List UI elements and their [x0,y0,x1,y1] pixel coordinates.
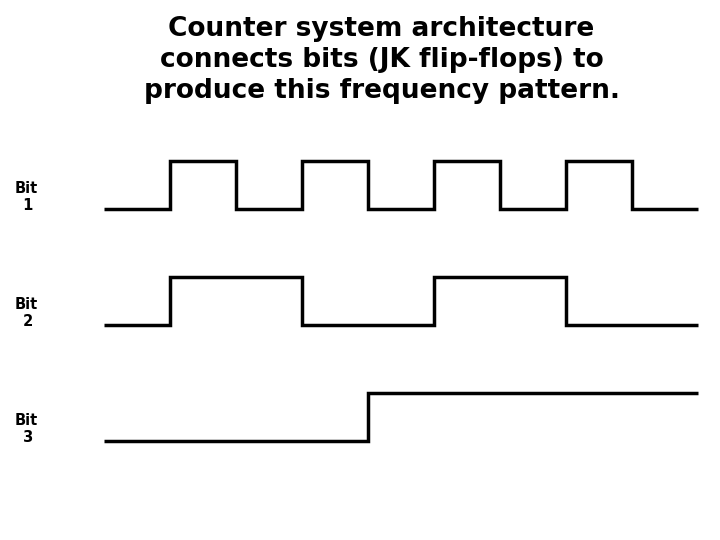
Text: Bit
 3: Bit 3 [14,413,37,446]
Text: Bit
 1: Bit 1 [14,181,37,213]
Text: Counter system architecture
connects bits (JK flip-flops) to
produce this freque: Counter system architecture connects bit… [143,16,620,104]
Text: Bit
 2: Bit 2 [14,297,37,329]
